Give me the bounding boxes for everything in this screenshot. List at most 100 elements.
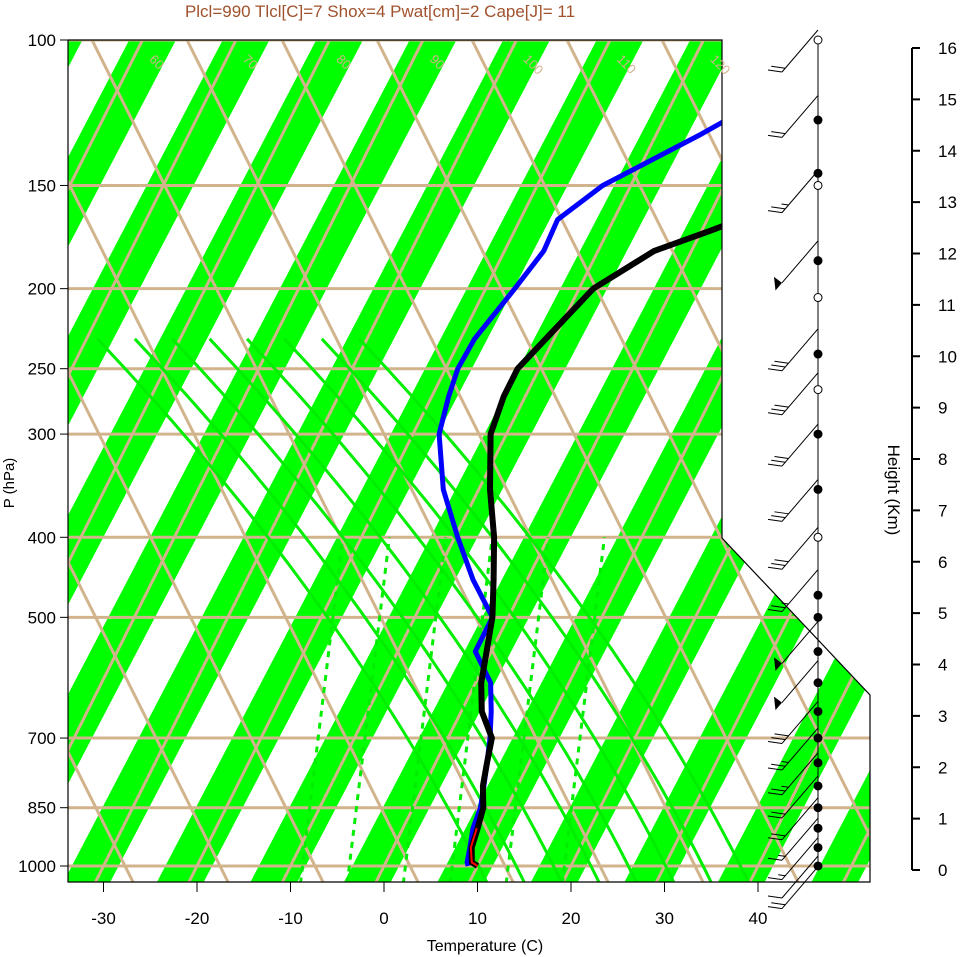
- moist-adiabats: [96, 337, 751, 882]
- height-point: [813, 35, 823, 45]
- wind-barb: [767, 837, 819, 881]
- wind-barb-column: [767, 29, 823, 910]
- height-point: [813, 115, 823, 125]
- isotherm-line: [68, 40, 434, 882]
- humidity-band: [905, 0, 961, 882]
- mixing-ratio-line: [504, 537, 550, 882]
- wind-barb: [767, 797, 819, 841]
- moist-adiabat-line: [245, 337, 639, 882]
- height-point: [813, 385, 823, 395]
- humidity-band: [157, 40, 870, 882]
- x-tick-label: -10: [278, 909, 303, 928]
- moist-adiabat-line: [358, 337, 751, 882]
- p-tick-label: 200: [28, 280, 56, 299]
- mixing-ratio-line: [560, 537, 606, 882]
- moist-adiabat-line: [208, 337, 601, 882]
- height-point: [813, 532, 823, 542]
- isotherm-line: [0, 22, 58, 884]
- mixing-ratio-line: [401, 537, 447, 882]
- humidity-band: [0, 0, 22, 882]
- height-point: [813, 843, 823, 853]
- height-tick-label: 1: [938, 810, 947, 829]
- p-tick-label: 400: [28, 528, 56, 547]
- x-tick-label: -20: [185, 909, 210, 928]
- humidity-band: [68, 40, 870, 882]
- humidity-band: [811, 40, 870, 882]
- isotherm-line: [747, 40, 870, 882]
- x-tick-label: -30: [91, 909, 116, 928]
- height-tick-label: 5: [938, 604, 947, 623]
- wind-barb: [767, 479, 819, 522]
- dry-adiabat-line: [68, 40, 422, 882]
- height-point: [813, 180, 823, 190]
- isotherm-line: [186, 40, 621, 882]
- isotherm-line: [68, 40, 247, 882]
- height-tick-label: 15: [938, 90, 957, 109]
- humidity-band: [437, 40, 870, 882]
- dry-adiabat-line: [68, 40, 612, 882]
- isotherm-line: [68, 40, 341, 882]
- height-tick-label: 14: [938, 142, 957, 161]
- p-tick-label: 500: [28, 608, 56, 627]
- moist-adiabat-line: [283, 337, 676, 882]
- wind-barb: [767, 866, 819, 910]
- mixing-ratio-line: [298, 537, 345, 882]
- dry-adiabat-line: [68, 40, 517, 882]
- x-tick-label: 20: [562, 909, 581, 928]
- height-tick-label: 6: [938, 553, 947, 572]
- wind-barb: [767, 372, 819, 416]
- dry-adiabat-line: [68, 40, 802, 882]
- wind-barb: [767, 701, 819, 744]
- height-point: [813, 484, 823, 494]
- height-tick-label: 2: [938, 758, 947, 777]
- height-point: [813, 803, 823, 813]
- dry-adiabat-line: [68, 40, 870, 882]
- mixing-ratio-line: [345, 537, 391, 882]
- wind-barb: [767, 423, 819, 467]
- wind-barb: [767, 328, 819, 372]
- wind-barb: [767, 775, 819, 819]
- wind-barb: [767, 727, 819, 771]
- p-tick-label: 1000: [18, 857, 56, 876]
- chart-title: Plcl=990 Tlcl[C]=7 Shox=4 Pwat[cm]=2 Cap…: [185, 2, 575, 21]
- wind-barb: [767, 752, 819, 796]
- p-tick-label: 250: [28, 360, 56, 379]
- wind-barb: [767, 855, 819, 899]
- dry-adiabat-line: [68, 40, 232, 882]
- dry-adiabat-line: [945, 0, 961, 886]
- p-tick-label: 850: [28, 799, 56, 818]
- height-point: [813, 861, 823, 871]
- height-point: [813, 781, 823, 791]
- height-point: [813, 168, 823, 178]
- humidity-band: [250, 40, 870, 882]
- height-point: [813, 758, 823, 768]
- height-axis-label: Height (Km): [884, 445, 903, 536]
- wind-barb: [767, 817, 819, 861]
- x-tick-label: 10: [468, 909, 487, 928]
- x-tick-label: 0: [379, 909, 388, 928]
- height-tick-label: 4: [938, 656, 947, 675]
- wind-barb: [774, 621, 819, 672]
- height-tick-label: 0: [938, 861, 947, 880]
- moist-adiabat-line: [320, 337, 714, 882]
- height-point: [813, 590, 823, 600]
- height-point: [813, 706, 823, 716]
- dry-adiabat-line: [68, 40, 707, 882]
- parcel-profile: [469, 827, 479, 867]
- humidity-band: [68, 40, 870, 882]
- pressure-axis: 100 150 200 250 300 400 500 700 850 1000: [18, 31, 68, 876]
- height-point: [813, 733, 823, 743]
- isotherm-line: [280, 40, 715, 882]
- p-tick-label: 100: [28, 31, 56, 50]
- p-tick-label: 150: [28, 176, 56, 195]
- plot-frame: [67, 39, 871, 883]
- height-tick-label: 8: [938, 450, 947, 469]
- height-tick-label: 10: [938, 347, 957, 366]
- y-axis-label: P (hPa): [1, 458, 18, 509]
- height-tick-label: 9: [938, 399, 947, 418]
- moist-adiabat-line: [96, 337, 489, 882]
- height-point: [813, 823, 823, 833]
- height-point: [813, 293, 823, 303]
- height-tick-label: 3: [938, 707, 947, 726]
